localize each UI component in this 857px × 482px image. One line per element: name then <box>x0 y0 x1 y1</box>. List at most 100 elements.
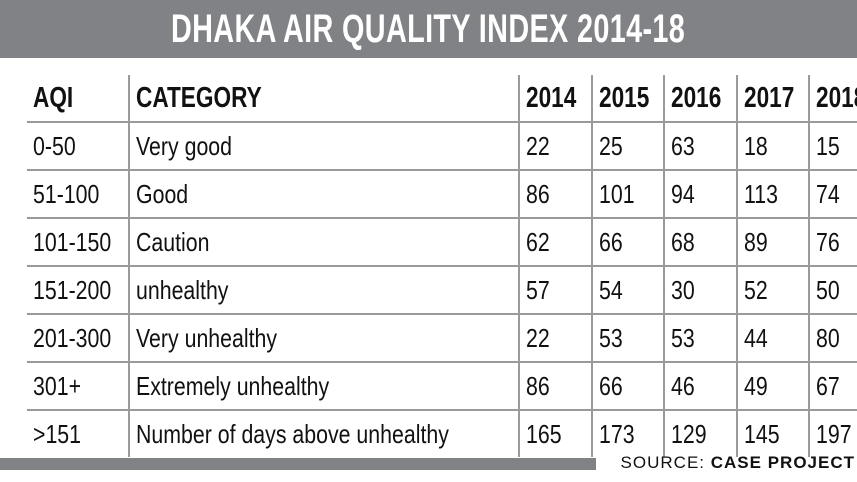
table-row: 201-300 Very unhealthy 22 53 53 44 80 <box>27 313 857 362</box>
column-header-label: 2016 <box>671 81 722 114</box>
cell-value: 49 <box>743 370 768 401</box>
cell-value: 89 <box>743 226 768 257</box>
cell-value: 68 <box>671 226 695 257</box>
table-cell: 15 <box>808 121 857 170</box>
table-cell: Number of days above unhealthy <box>128 409 519 457</box>
cell-value: 18 <box>743 130 768 161</box>
table-cell: 76 <box>808 217 857 266</box>
cell-value: 301+ <box>33 370 82 401</box>
table-cell: Extremely unhealthy <box>128 361 519 410</box>
table-cell: 80 <box>808 313 857 362</box>
cell-value: Very good <box>136 130 233 161</box>
column-header: AQI <box>27 75 129 122</box>
column-header: 2016 <box>663 75 737 122</box>
source-label: SOURCE: <box>620 453 706 472</box>
column-header: 2015 <box>590 75 665 122</box>
cell-value: >151 <box>33 418 82 449</box>
cell-value: 94 <box>671 178 695 209</box>
cell-value: 46 <box>671 370 695 401</box>
source-credit: SOURCE: CASE PROJECT <box>621 453 855 473</box>
cell-value: 50 <box>816 274 840 305</box>
table-cell: 165 <box>518 409 592 457</box>
table-row: 151-200 unhealthy 57 54 30 52 50 <box>27 265 857 314</box>
table-cell: 145 <box>735 409 810 457</box>
table-row: 0-50 Very good 22 25 63 18 15 <box>27 121 857 170</box>
table-cell: 54 <box>590 265 665 314</box>
table-row: 101-150 Caution 62 66 68 89 76 <box>27 217 857 266</box>
cell-value: unhealthy <box>136 274 229 305</box>
table-cell: 53 <box>590 313 665 362</box>
table-cell: 151-200 <box>27 265 130 314</box>
table-cell: 49 <box>735 361 810 410</box>
cell-value: 113 <box>743 178 778 209</box>
cell-value: 151-200 <box>33 274 112 305</box>
table-cell: 68 <box>663 217 737 266</box>
cell-value: 53 <box>598 322 623 353</box>
table-cell: 197 <box>808 409 857 457</box>
cell-value: 76 <box>816 226 840 257</box>
table-cell: 86 <box>518 361 592 410</box>
column-header: CATEGORY <box>128 75 519 122</box>
table-cell: 89 <box>735 217 810 266</box>
column-header: 2018 <box>808 75 857 122</box>
cell-value: 80 <box>816 322 840 353</box>
table-cell: 62 <box>518 217 592 266</box>
cell-value: Extremely unhealthy <box>136 370 330 401</box>
cell-value: Number of days above unhealthy <box>136 418 450 449</box>
cell-value: 51-100 <box>33 178 100 209</box>
table-cell: 74 <box>808 169 857 218</box>
cell-value: 25 <box>598 130 623 161</box>
table-cell: 50 <box>808 265 857 314</box>
table-cell: >151 <box>27 409 130 457</box>
table-cell: 44 <box>735 313 810 362</box>
table-cell: 22 <box>518 313 592 362</box>
footer-bar <box>0 458 596 470</box>
table-cell: 66 <box>590 217 665 266</box>
table-cell: Very good <box>128 121 519 170</box>
table-cell: 51-100 <box>27 169 130 218</box>
cell-value: 53 <box>671 322 695 353</box>
table-cell: 129 <box>663 409 737 457</box>
table-cell: 67 <box>808 361 857 410</box>
cell-value: 22 <box>526 322 550 353</box>
cell-value: 15 <box>816 130 840 161</box>
table-cell: 22 <box>518 121 592 170</box>
table-cell: 101-150 <box>27 217 130 266</box>
column-header-label: 2015 <box>598 81 649 114</box>
column-header-label: AQI <box>33 81 74 114</box>
column-header-label: 2014 <box>526 81 577 114</box>
cell-value: Good <box>136 178 189 209</box>
table-cell: 63 <box>663 121 737 170</box>
cell-value: Caution <box>136 226 210 257</box>
column-header-label: CATEGORY <box>136 81 263 114</box>
table-row: 51-100 Good 86 101 94 113 74 <box>27 169 857 218</box>
cell-value: 197 <box>816 418 852 449</box>
table-cell: 86 <box>518 169 592 218</box>
source-name: CASE PROJECT <box>710 453 855 472</box>
cell-value: 30 <box>671 274 695 305</box>
table-cell: 173 <box>590 409 665 457</box>
table-cell: 101 <box>590 169 665 218</box>
table-cell: 201-300 <box>27 313 130 362</box>
table-row: 301+ Extremely unhealthy 86 66 46 49 67 <box>27 361 857 410</box>
table-cell: 113 <box>735 169 810 218</box>
cell-value: 201-300 <box>33 322 112 353</box>
table-cell: Good <box>128 169 519 218</box>
cell-value: 173 <box>598 418 635 449</box>
column-header-label: 2018 <box>816 81 857 114</box>
table-cell: 57 <box>518 265 592 314</box>
table-cell: unhealthy <box>128 265 519 314</box>
cell-value: 0-50 <box>33 130 76 161</box>
table-cell: 30 <box>663 265 737 314</box>
column-header: 2017 <box>735 75 810 122</box>
title-bar: DHAKA AIR QUALITY INDEX 2014-18 <box>0 0 857 58</box>
column-header-label: 2017 <box>743 81 794 114</box>
table-cell: Caution <box>128 217 519 266</box>
cell-value: 62 <box>526 226 550 257</box>
table-cell: 53 <box>663 313 737 362</box>
cell-value: 86 <box>526 370 550 401</box>
cell-value: 129 <box>671 418 707 449</box>
table-cell: 94 <box>663 169 737 218</box>
header-row: AQI CATEGORY 2014 2015 2016 2017 2018 <box>27 75 857 122</box>
cell-value: 86 <box>526 178 550 209</box>
